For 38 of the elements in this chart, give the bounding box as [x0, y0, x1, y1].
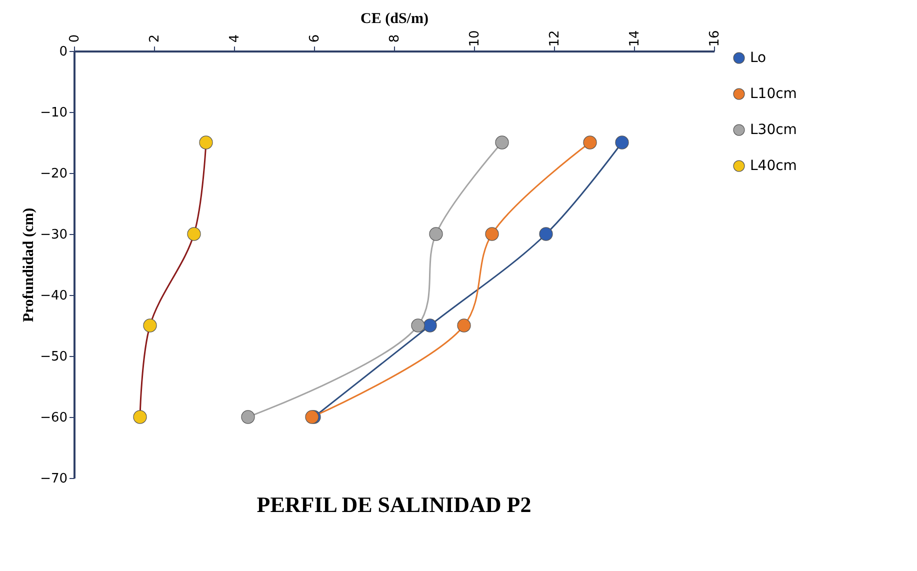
legend-label: L40cm	[750, 158, 797, 174]
y-tick-label: −30	[40, 228, 68, 242]
x-tick-label: 12	[548, 30, 562, 47]
y-tick-label: −50	[40, 350, 68, 364]
point	[457, 318, 471, 332]
x-tick-label: 8	[388, 34, 402, 43]
point	[241, 410, 255, 424]
y-tick-label: −40	[40, 288, 68, 304]
x-axis-title: CE (dS/m)	[360, 11, 428, 28]
x-tick-label: 0	[68, 34, 82, 43]
x-tick-label: 10	[468, 30, 482, 47]
y-tick-label: 0	[59, 44, 68, 60]
y-tick-label: −70	[40, 472, 68, 486]
point	[411, 318, 425, 332]
legend-label: L30cm	[750, 122, 797, 138]
point	[187, 227, 201, 241]
x-tick-label: 16	[708, 30, 722, 47]
point	[495, 136, 509, 150]
text: PERFIL DE SALINIDAD P2	[256, 492, 532, 517]
point	[429, 227, 443, 241]
x-tick-label: 4	[228, 34, 242, 43]
point	[583, 136, 597, 150]
x-tick-label: 2	[148, 34, 162, 43]
legend-label: Lo	[750, 50, 766, 66]
y-tick-label: −20	[40, 166, 68, 182]
point	[485, 227, 499, 241]
point	[615, 136, 629, 150]
legend-label: L10cm	[750, 86, 797, 102]
point	[539, 227, 553, 241]
y-axis-title: Profundidad (cm)	[21, 208, 38, 322]
point	[143, 318, 157, 332]
point	[133, 410, 147, 424]
y-tick-label: −10	[40, 106, 68, 120]
x-tick-label: 14	[628, 30, 642, 47]
point	[199, 136, 213, 150]
point	[423, 318, 437, 332]
x-tick-label: 6	[308, 34, 322, 43]
y-tick-label: −60	[40, 410, 68, 426]
